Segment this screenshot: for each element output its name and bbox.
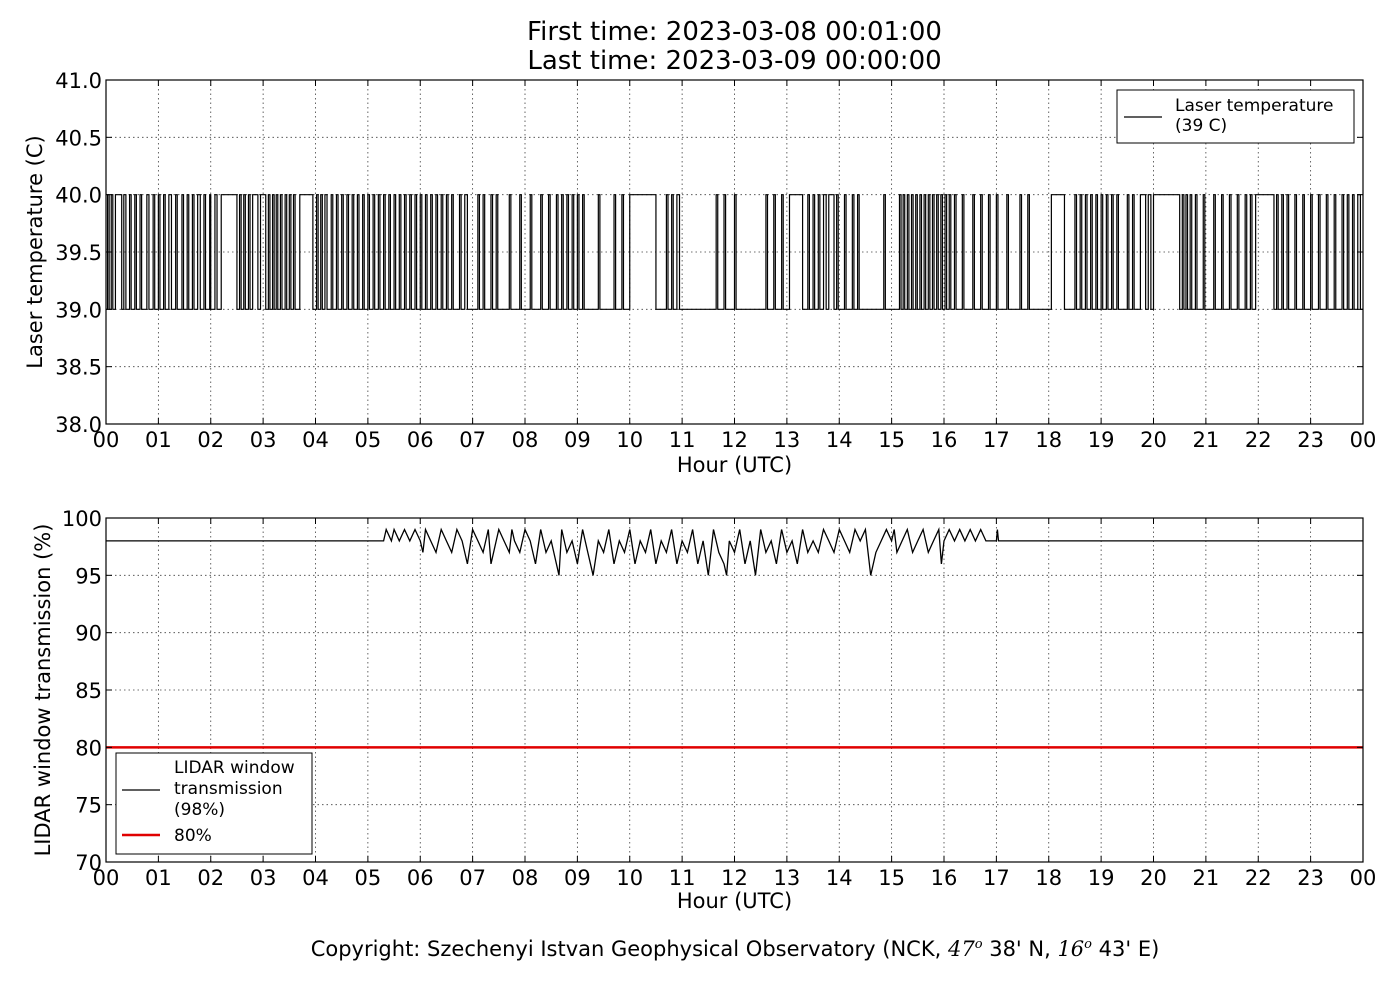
longitude-degrees: 16 [1057,937,1085,961]
x-tick-label: 05 [355,428,382,452]
y-tick-label: 39.5 [55,241,102,265]
x-tick-label: 05 [355,866,382,890]
x-tick-label: 08 [512,428,539,452]
x-tick-label: 02 [197,428,224,452]
x-tick-label: 14 [826,428,853,452]
y-axis-label: LIDAR window transmission (%) [31,524,55,857]
latitude-degree-symbol: o [974,937,983,952]
y-tick-label: 100 [62,507,102,531]
copyright-footer: Copyright: Szechenyi Istvan Geophysical … [0,937,1400,961]
x-tick-label: 06 [407,428,434,452]
x-tick-label: 16 [931,428,958,452]
x-tick-label: 02 [197,866,224,890]
x-tick-label: 11 [669,866,696,890]
x-tick-label: 08 [512,866,539,890]
x-tick-label: 23 [1297,866,1324,890]
x-tick-label: 12 [721,428,748,452]
x-tick-label: 07 [459,866,486,890]
x-tick-label: 01 [145,428,172,452]
x-tick-label: 11 [669,428,696,452]
x-axis-label: Hour (UTC) [677,453,792,477]
x-tick-label: 03 [250,428,277,452]
y-tick-label: 41.0 [55,69,102,93]
y-tick-label: 75 [75,794,102,818]
y-tick-label: 39.0 [55,298,102,322]
lidar-transmission-series-line [106,526,1363,576]
x-tick-label: 17 [983,866,1010,890]
first-time-title: First time: 2023-03-08 00:01:00 [527,17,942,47]
x-tick-label: 04 [302,428,329,452]
x-tick-label: 15 [878,428,905,452]
x-tick-label: 19 [1088,428,1115,452]
x-tick-label: 21 [1193,866,1220,890]
x-tick-label: 00 [93,866,120,890]
x-tick-label: 20 [1140,428,1167,452]
x-tick-label: 23 [1297,428,1324,452]
last-time-title: Last time: 2023-03-09 00:00:00 [527,46,942,76]
x-tick-label: 10 [616,866,643,890]
y-tick-label: 90 [75,622,102,646]
x-tick-label: 20 [1140,866,1167,890]
latitude-minutes: 38' N, [982,937,1058,961]
x-axis-label: Hour (UTC) [677,889,792,913]
x-tick-label: 07 [459,428,486,452]
x-tick-label: 22 [1245,428,1272,452]
legend-label-threshold-80: 80% [174,826,212,846]
latitude-degrees: 47 [947,937,975,961]
chart-title-block: First time: 2023-03-08 00:01:00 Last tim… [106,18,1363,76]
x-tick-label: 09 [564,428,591,452]
x-tick-label: 00 [1350,428,1377,452]
x-tick-label: 10 [616,428,643,452]
legend-label-lidar-transmission: transmission [174,779,283,799]
legend-box [115,752,313,855]
x-tick-label: 21 [1193,428,1220,452]
x-tick-label: 00 [93,428,120,452]
x-tick-label: 12 [721,866,748,890]
x-tick-label: 01 [145,866,172,890]
x-tick-label: 18 [1035,428,1062,452]
legend: Laser temperature(39 C) [1116,89,1355,144]
x-tick-label: 19 [1088,866,1115,890]
x-tick-label: 13 [774,866,801,890]
x-tick-label: 15 [878,866,905,890]
y-tick-label: 85 [75,679,102,703]
y-tick-label: 70 [75,851,102,875]
y-tick-label: 95 [75,564,102,588]
laser-temperature-series-line [106,194,1363,310]
longitude-degree-symbol: o [1084,937,1092,952]
y-tick-label: 80 [75,736,102,760]
legend-label-laser-temperature: Laser temperature [1175,96,1333,116]
x-tick-label: 16 [931,866,958,890]
x-tick-label: 18 [1035,866,1062,890]
y-axis-label: Laser temperature (C) [23,135,47,368]
longitude-minutes: 43' E) [1092,937,1160,961]
x-tick-label: 03 [250,866,277,890]
copyright-prefix: Copyright: Szechenyi Istvan Geophysical … [310,937,948,961]
y-tick-label: 40.0 [55,184,102,208]
x-tick-label: 13 [774,428,801,452]
y-tick-label: 38.5 [55,356,102,380]
x-tick-label: 22 [1245,866,1272,890]
x-tick-label: 04 [302,866,329,890]
x-tick-label: 00 [1350,866,1377,890]
legend-label-lidar-transmission: (98%) [174,800,225,820]
legend-label-lidar-transmission: LIDAR window [174,758,295,778]
x-tick-label: 14 [826,866,853,890]
chart-1: 00 01 02 03 04 05 06 07 08 09 10 11 12 13 14 15 16 17 18 19… [23,69,1376,477]
x-tick-label: 17 [983,428,1010,452]
chart-2: 00 01 02 03 04 05 06 07 08 09 10 11 12 13 14 15 16 17 18 19… [31,507,1376,913]
x-tick-label: 09 [564,866,591,890]
x-tick-label: 06 [407,866,434,890]
y-tick-label: 40.5 [55,126,102,150]
y-tick-label: 38.0 [55,413,102,437]
legend-label-laser-temperature: (39 C) [1175,116,1227,136]
